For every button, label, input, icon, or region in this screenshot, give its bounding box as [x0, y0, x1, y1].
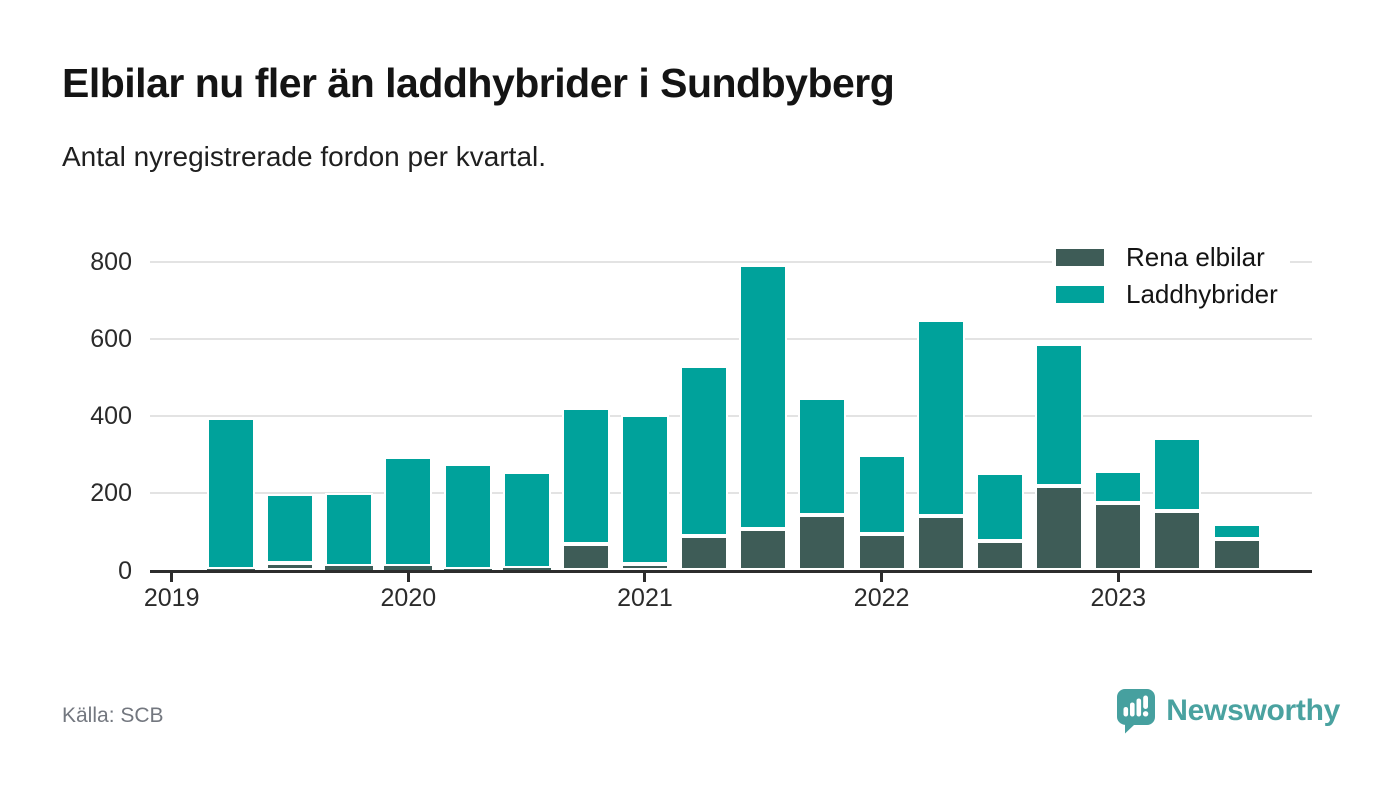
x-axis-tick-label: 2022	[853, 584, 910, 612]
bar-segment-rena-elbilar	[1153, 511, 1202, 571]
legend: Rena elbilar Laddhybrider	[1052, 242, 1290, 316]
bar-segment-laddhybrider	[916, 320, 965, 516]
bar-segment-rena-elbilar	[443, 569, 492, 571]
chart-subtitle: Antal nyregistrerade fordon per kvartal.	[62, 141, 547, 172]
bar-segment-rena-elbilar	[266, 562, 315, 571]
y-axis-tick-label: 800	[90, 247, 132, 276]
bar-segment-laddhybrider	[1212, 524, 1261, 539]
bar-segment-rena-elbilar	[206, 568, 255, 571]
legend-item-laddhybrider: Laddhybrider	[1056, 279, 1278, 309]
x-axis-tick	[1116, 573, 1120, 582]
newsworthy-logo-icon	[1117, 689, 1156, 734]
source-note: Källa: SCB	[62, 704, 164, 727]
bar-segment-laddhybrider	[443, 463, 492, 570]
bar-segment-rena-elbilar	[857, 534, 906, 571]
bar-segment-laddhybrider	[266, 494, 315, 563]
bar-segment-laddhybrider	[680, 365, 729, 536]
x-axis-tick	[406, 573, 410, 582]
x-axis-tick-label: 2021	[617, 584, 673, 612]
bar-segment-rena-elbilar	[620, 563, 669, 571]
bar-segment-laddhybrider	[561, 408, 610, 545]
bar-segment-rena-elbilar	[739, 528, 788, 571]
bar-segment-laddhybrider	[1094, 471, 1143, 503]
bar-segment-rena-elbilar	[384, 565, 433, 571]
bar-segment-laddhybrider	[502, 472, 551, 568]
legend-item-rena-elbilar: Rena elbilar	[1056, 242, 1278, 272]
legend-swatch-rena-elbilar	[1056, 248, 1104, 266]
bar-segment-rena-elbilar	[561, 544, 610, 571]
x-axis-tick	[643, 573, 647, 582]
x-axis-tick-label: 2020	[380, 584, 437, 612]
newsworthy-wordmark: Newsworthy	[1166, 694, 1340, 727]
bar-segment-rena-elbilar	[502, 567, 551, 571]
bar-segment-rena-elbilar	[325, 566, 374, 571]
gridline	[150, 492, 1312, 495]
bar-segment-rena-elbilar	[916, 515, 965, 571]
bar-segment-laddhybrider	[798, 398, 847, 515]
x-axis-tick	[170, 573, 174, 582]
y-axis-tick-label: 200	[90, 479, 132, 508]
gridline	[150, 337, 1312, 340]
x-axis-tick-label: 2019	[143, 584, 200, 612]
bar-segment-laddhybrider	[857, 454, 906, 535]
bar-segment-laddhybrider	[739, 264, 788, 529]
y-axis-tick-label: 0	[118, 556, 132, 585]
bar-segment-laddhybrider	[1035, 343, 1084, 487]
bar-segment-laddhybrider	[384, 456, 433, 566]
bar-segment-laddhybrider	[1153, 438, 1202, 512]
x-axis-tick	[880, 573, 884, 582]
y-axis-tick-label: 600	[90, 324, 132, 353]
gridline	[150, 415, 1312, 418]
bar-segment-rena-elbilar	[975, 541, 1024, 571]
legend-label-rena-elbilar: Rena elbilar	[1126, 241, 1265, 272]
bar-segment-rena-elbilar	[1035, 486, 1084, 571]
bar-segment-laddhybrider	[620, 415, 669, 564]
bar-segment-laddhybrider	[206, 418, 255, 569]
bar-segment-rena-elbilar	[680, 535, 729, 571]
newsworthy-logo: Newsworthy	[1116, 688, 1340, 734]
bar-segment-laddhybrider	[975, 473, 1024, 542]
page-title: Elbilar nu fler än laddhybrider i Sundby…	[62, 60, 895, 106]
bar-segment-rena-elbilar	[1212, 538, 1261, 571]
y-axis-tick-label: 400	[90, 402, 132, 431]
x-axis-line	[150, 570, 1312, 573]
bar-segment-rena-elbilar	[798, 514, 847, 571]
legend-swatch-laddhybrider	[1056, 285, 1104, 303]
bar-segment-laddhybrider	[325, 492, 374, 567]
x-axis-tick-label: 2023	[1090, 584, 1147, 612]
bar-segment-rena-elbilar	[1094, 502, 1143, 571]
legend-label-laddhybrider: Laddhybrider	[1126, 278, 1278, 309]
gridline	[150, 260, 1312, 263]
